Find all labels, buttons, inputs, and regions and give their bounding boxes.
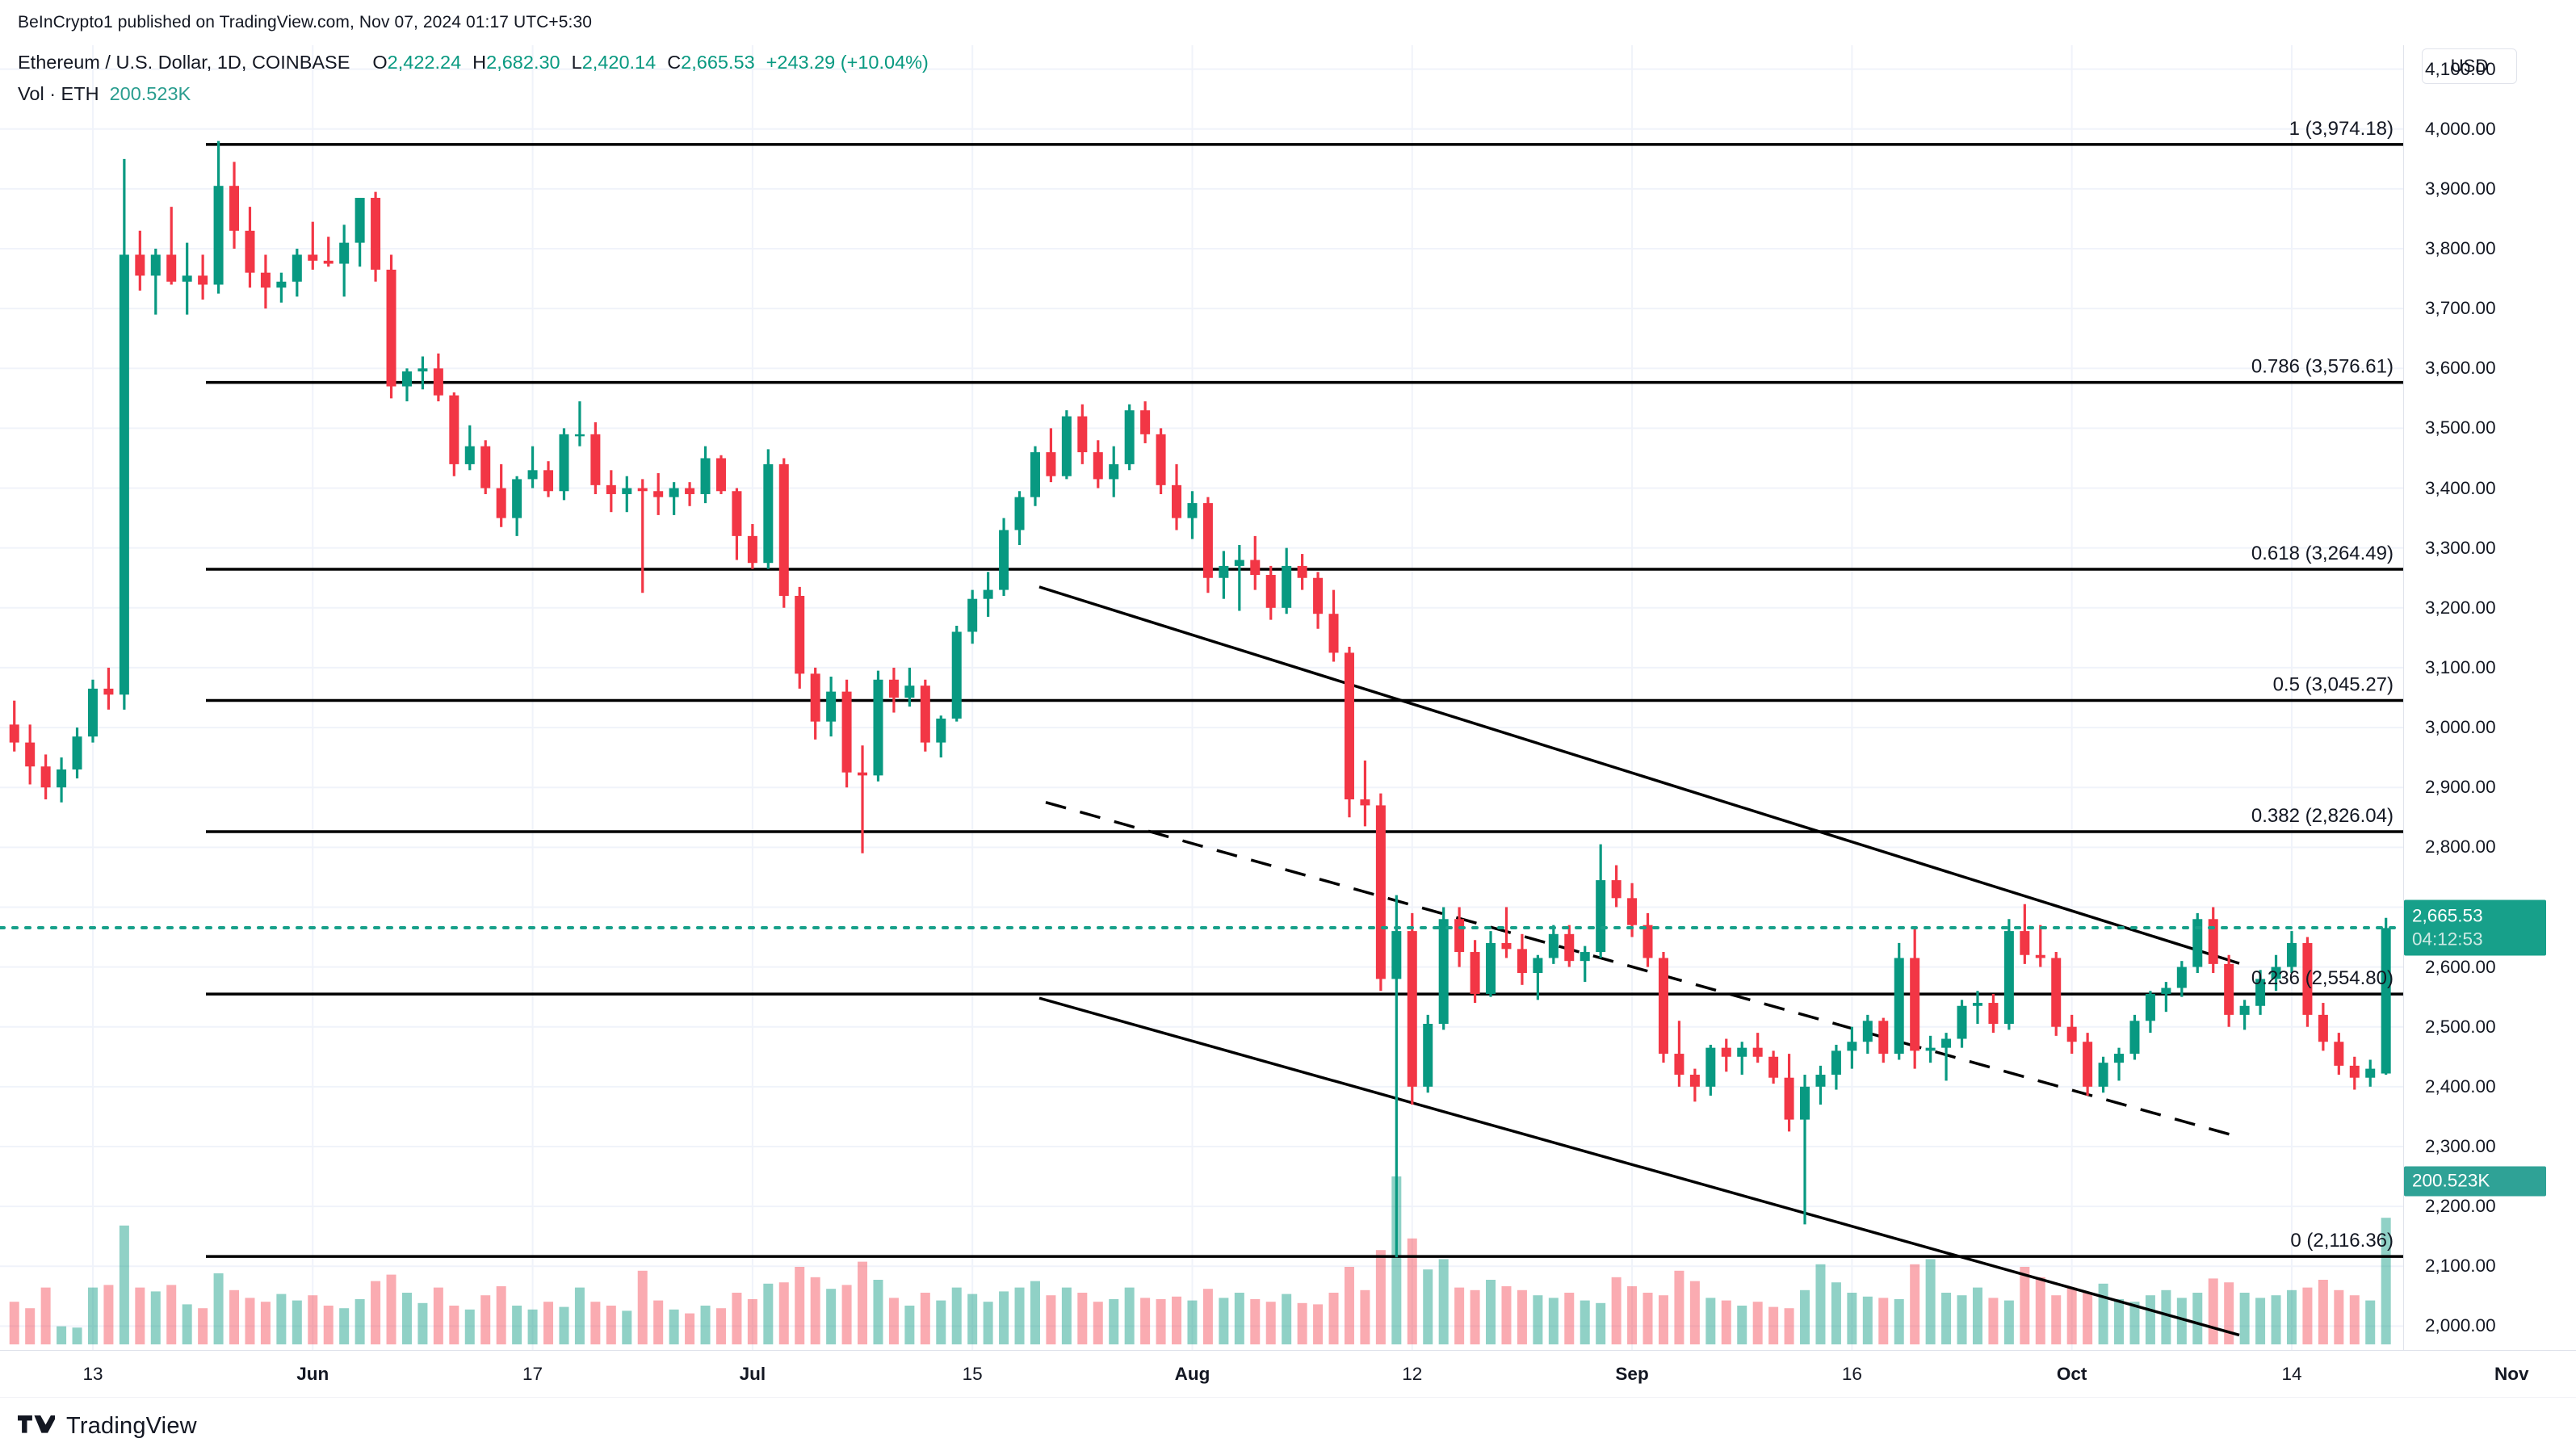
attribution-bar: BeInCrypto1 published on TradingView.com… <box>0 0 2576 45</box>
change-value: +243.29 (+10.04%) <box>766 52 929 73</box>
price-axis-tick: 2,000.00 <box>2425 1315 2496 1336</box>
series-layer: 1 (3,974.18) 0.786 (3,576.61) 0.618 (3,264… <box>0 118 2403 1344</box>
price-axis-tick: 2,800.00 <box>2425 837 2496 857</box>
current-price-value: 2,665.53 <box>2412 905 2483 926</box>
legend-symbol-row: Ethereum / U.S. Dollar, 1D, COINBASE O 2,… <box>18 50 929 74</box>
price-axis-tick: 3,200.00 <box>2425 597 2496 618</box>
price-axis-tick: 3,100.00 <box>2425 656 2496 677</box>
open-value: 2,422.24 <box>387 52 462 73</box>
symbol-title[interactable]: Ethereum / U.S. Dollar, 1D, COINBASE <box>18 52 350 73</box>
price-axis-tick: 2,200.00 <box>2425 1196 2496 1217</box>
price-axis-tick: 3,400.00 <box>2425 477 2496 498</box>
fib-level-label: 0.786 (3,576.61) <box>2251 356 2393 378</box>
price-axis-tick: 3,000.00 <box>2425 717 2496 738</box>
fib-level-label: 0.382 (2,826.04) <box>2251 805 2393 827</box>
volume-value-badge[interactable]: 200.523K <box>2404 1166 2546 1197</box>
time-axis-tick: Jun <box>296 1364 329 1384</box>
close-key: C <box>667 52 682 73</box>
price-axis-tick: 3,800.00 <box>2425 238 2496 259</box>
low-key: L <box>571 52 582 73</box>
price-axis-tick: 4,100.00 <box>2425 58 2496 79</box>
volume-label[interactable]: Vol · ETH <box>18 83 99 104</box>
time-axis-tick: 14 <box>2281 1364 2302 1384</box>
fib-level-label: 1 (3,974.18) <box>2289 118 2393 140</box>
time-axis-tick: 16 <box>1841 1364 1862 1384</box>
high-key: H <box>472 52 487 73</box>
time-axis-tick: Jul <box>739 1364 766 1384</box>
time-axis[interactable]: 13Jun17Jul15Aug12Sep16Oct14Nov18 <box>0 1350 2576 1397</box>
fib-level-label: 0.236 (2,554.80) <box>2251 967 2393 989</box>
time-axis-tick: 12 <box>1402 1364 1423 1384</box>
close-value: 2,665.53 <box>681 52 755 73</box>
price-axis-tick: 3,900.00 <box>2425 178 2496 199</box>
fib-level-label: 0.5 (3,045.27) <box>2273 674 2393 696</box>
price-axis-tick: 2,400.00 <box>2425 1076 2496 1096</box>
price-axis-tick: 2,100.00 <box>2425 1256 2496 1277</box>
time-axis-tick: 13 <box>82 1364 103 1384</box>
price-axis-tick: 3,600.00 <box>2425 358 2496 379</box>
price-axis-tick: 3,700.00 <box>2425 298 2496 319</box>
price-axis-tick: 2,600.00 <box>2425 956 2496 977</box>
time-axis-tick: Oct <box>2056 1364 2087 1384</box>
price-axis-tick: 4,000.00 <box>2425 118 2496 139</box>
time-axis-tick: Nov <box>2494 1364 2529 1384</box>
footer-bar: TradingView <box>0 1397 2576 1455</box>
time-axis-tick: 15 <box>962 1364 983 1384</box>
open-key: O <box>372 52 388 73</box>
currency-badge[interactable]: USD <box>2422 48 2517 84</box>
bar-countdown: 04:12:53 <box>2412 929 2483 950</box>
volume-value: 200.523K <box>109 83 191 104</box>
attribution-text: BeInCrypto1 published on TradingView.com… <box>18 13 593 31</box>
price-axis-tick: 2,300.00 <box>2425 1135 2496 1156</box>
fib-level-label: 0.618 (3,264.49) <box>2251 543 2393 564</box>
price-axis-tick: 2,500.00 <box>2425 1016 2496 1037</box>
current-price-badge[interactable]: 2,665.53 04:12:53 <box>2404 899 2546 956</box>
time-axis-tick: Sep <box>1615 1364 1649 1384</box>
legend-volume-row: Vol · ETH 200.523K <box>18 82 929 106</box>
time-axis-tick: Aug <box>1174 1364 1210 1384</box>
tradingview-brand: TradingView <box>66 1413 197 1439</box>
price-axis[interactable]: USD 4,100.00 4,000.00 3,900.00 3,800.00 3,70… <box>2403 45 2576 1350</box>
price-axis-tick: 3,300.00 <box>2425 537 2496 558</box>
high-value: 2,682.30 <box>486 52 560 73</box>
low-value: 2,420.14 <box>581 52 657 73</box>
tradingview-logo-icon <box>18 1415 55 1439</box>
time-axis-tick: 17 <box>522 1364 543 1384</box>
fib-level-label: 0 (2,116.36) <box>2290 1230 2393 1252</box>
price-axis-tick: 2,900.00 <box>2425 777 2496 798</box>
price-axis-tick: 3,500.00 <box>2425 417 2496 438</box>
chart-legend: Ethereum / U.S. Dollar, 1D, COINBASE O 2,… <box>18 50 929 106</box>
chart-plot-area[interactable]: 1 (3,974.18) 0.786 (3,576.61) 0.618 (3,264… <box>0 45 2403 1350</box>
